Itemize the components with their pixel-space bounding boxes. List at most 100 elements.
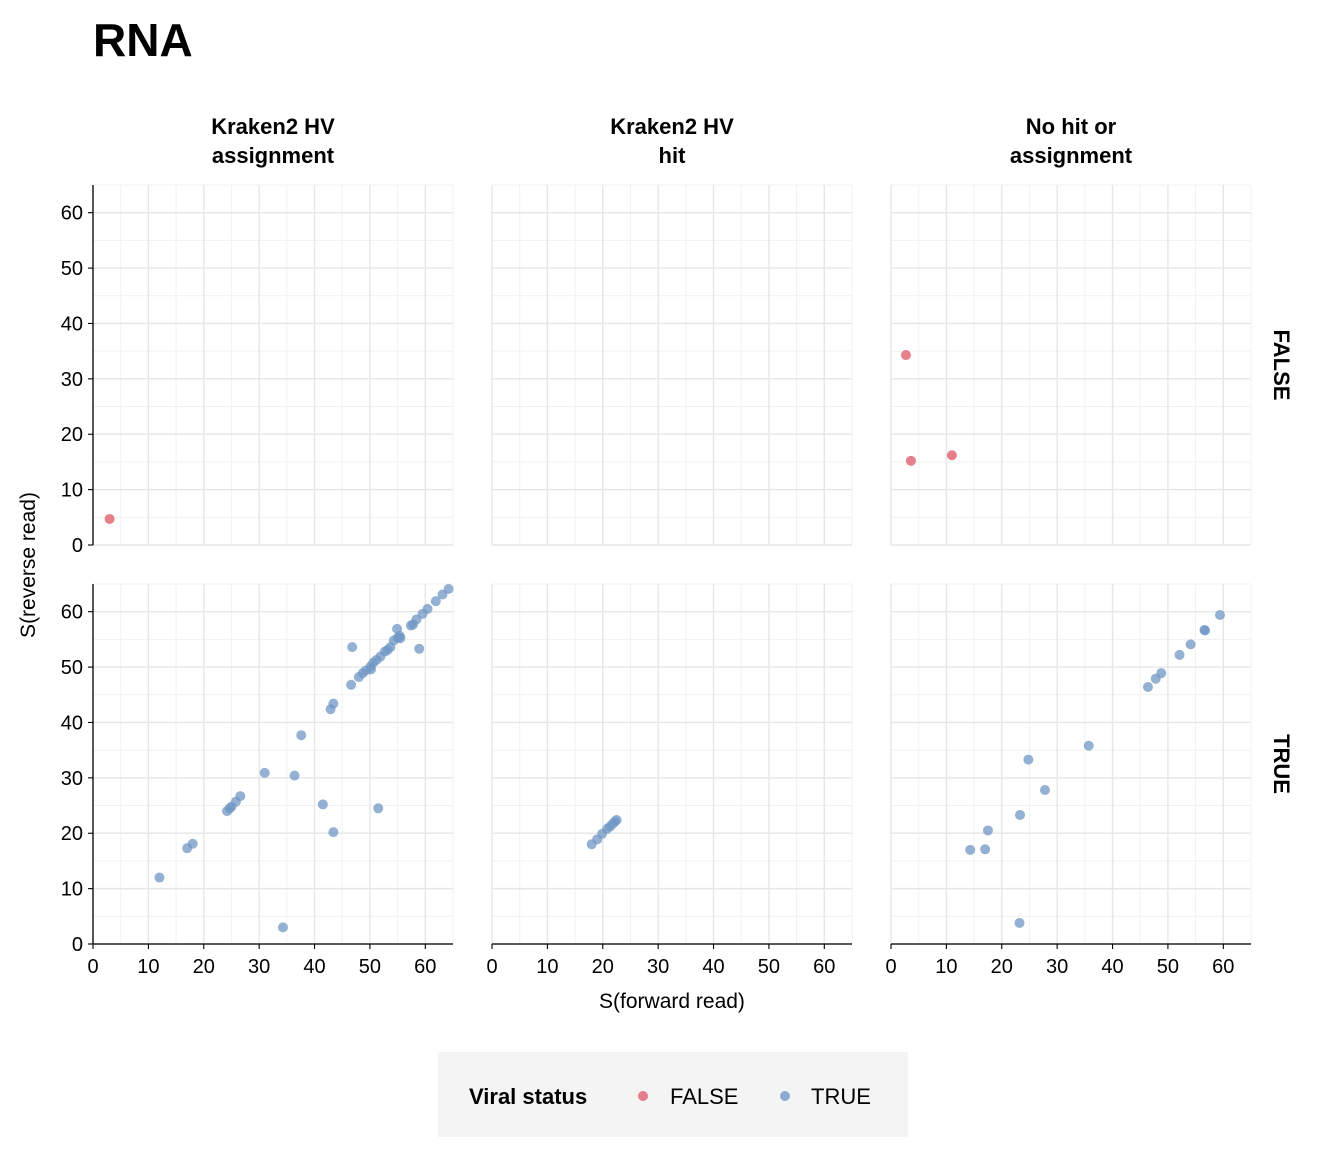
data-point (328, 698, 339, 709)
data-point (259, 767, 270, 778)
x-tick-label: 10 (935, 956, 957, 978)
legend-key-false (638, 1091, 648, 1101)
y-tick-label: 20 (61, 823, 83, 845)
data-point (235, 791, 246, 802)
facet-strips: Kraken2 HV assignment Kraken2 HV hit No hit … (211, 114, 1294, 794)
column-facet-label-line: assignment (1010, 143, 1133, 168)
x-tick-label: 10 (137, 956, 159, 978)
x-tick-label: 60 (1212, 956, 1234, 978)
data-point (1200, 625, 1211, 636)
data-point (154, 872, 165, 883)
data-point (982, 825, 993, 836)
x-tick-label: 40 (303, 956, 325, 978)
data-point (1039, 785, 1050, 796)
x-tick-label: 10 (536, 956, 558, 978)
x-tick-label: 30 (1046, 956, 1068, 978)
y-tick-label: 50 (61, 258, 83, 280)
data-point (346, 679, 357, 690)
x-tick-label: 50 (758, 956, 780, 978)
facet-panel: 0 10 20 30 40 50 60 (61, 184, 454, 557)
y-axis-label: S(reverse read) (17, 492, 40, 638)
data-point (905, 455, 916, 466)
column-facet-label-line: assignment (212, 143, 335, 168)
data-point (296, 730, 307, 741)
x-tick-label: 20 (592, 956, 614, 978)
data-point (317, 799, 328, 810)
x-tick-label: 40 (1101, 956, 1123, 978)
y-tick-label: 0 (72, 934, 83, 956)
column-facet-label: No hit or assignment (1010, 114, 1133, 168)
y-tick-label: 50 (61, 657, 83, 679)
facet-panel: 0 10 20 30 40 50 60 0 10 20 30 40 50 60 (61, 583, 454, 978)
y-tick-label: 40 (61, 712, 83, 734)
data-point (422, 603, 433, 614)
x-tick-label: 30 (647, 956, 669, 978)
row-facet-label: FALSE (1269, 330, 1294, 401)
column-facet-label: Kraken2 HV assignment (211, 114, 335, 168)
data-point (373, 803, 384, 814)
x-tick-label: 50 (359, 956, 381, 978)
legend-key-true (780, 1091, 790, 1101)
x-tick-label: 20 (991, 956, 1013, 978)
chart-title: RNA (93, 14, 193, 66)
facet-panel: 0 10 20 30 40 50 60 (885, 583, 1252, 978)
legend-background (438, 1052, 908, 1137)
x-tick-label: 20 (193, 956, 215, 978)
data-point (104, 513, 115, 524)
data-point (980, 844, 991, 855)
x-tick-label: 60 (813, 956, 835, 978)
data-point (277, 922, 288, 933)
x-axis-label: S(forward read) (599, 990, 745, 1013)
column-facet-label-line: Kraken2 HV (211, 114, 335, 139)
y-tick-label: 10 (61, 879, 83, 901)
data-point (414, 643, 425, 654)
data-point (1083, 740, 1094, 751)
y-tick-label: 10 (61, 480, 83, 502)
data-point (1015, 809, 1026, 820)
column-facet-label-line: No hit or (1026, 114, 1117, 139)
facet-panel: 0 10 20 30 40 50 60 (486, 583, 853, 978)
legend-title: Viral status (469, 1084, 587, 1109)
data-point (289, 770, 300, 781)
data-point (347, 642, 358, 653)
data-point (1023, 754, 1034, 765)
y-tick-label: 30 (61, 768, 83, 790)
x-tick-label: 30 (248, 956, 270, 978)
legend-label-false: FALSE (670, 1084, 738, 1109)
x-tick-label: 50 (1157, 956, 1179, 978)
row-facet-label: TRUE (1269, 734, 1294, 794)
x-tick-label: 40 (702, 956, 724, 978)
y-tick-label: 30 (61, 369, 83, 391)
x-tick-label: 0 (486, 956, 497, 978)
y-tick-label: 60 (61, 602, 83, 624)
column-facet-label-line: Kraken2 HV (610, 114, 734, 139)
data-point (430, 596, 441, 607)
facet-panel (890, 184, 1252, 546)
y-tick-label: 20 (61, 424, 83, 446)
data-point (1185, 639, 1196, 650)
column-facet-label-line: hit (659, 143, 687, 168)
x-tick-label: 60 (414, 956, 436, 978)
data-point (395, 633, 406, 644)
data-point (1174, 649, 1185, 660)
data-point (187, 838, 198, 849)
y-tick-label: 60 (61, 203, 83, 225)
data-point (1214, 610, 1225, 621)
x-tick-label: 0 (87, 956, 98, 978)
column-facet-label: Kraken2 HV hit (610, 114, 734, 168)
data-point (965, 844, 976, 855)
data-point (1156, 668, 1167, 679)
data-point (1142, 682, 1153, 693)
y-tick-label: 0 (72, 535, 83, 557)
data-point (328, 827, 339, 838)
x-tick-label: 0 (885, 956, 896, 978)
facet-panel (491, 184, 853, 546)
data-point (611, 814, 622, 825)
y-tick-label: 40 (61, 313, 83, 335)
data-point (443, 583, 454, 594)
data-point (946, 450, 957, 461)
legend-label-true: TRUE (811, 1084, 871, 1109)
data-point (900, 350, 911, 361)
